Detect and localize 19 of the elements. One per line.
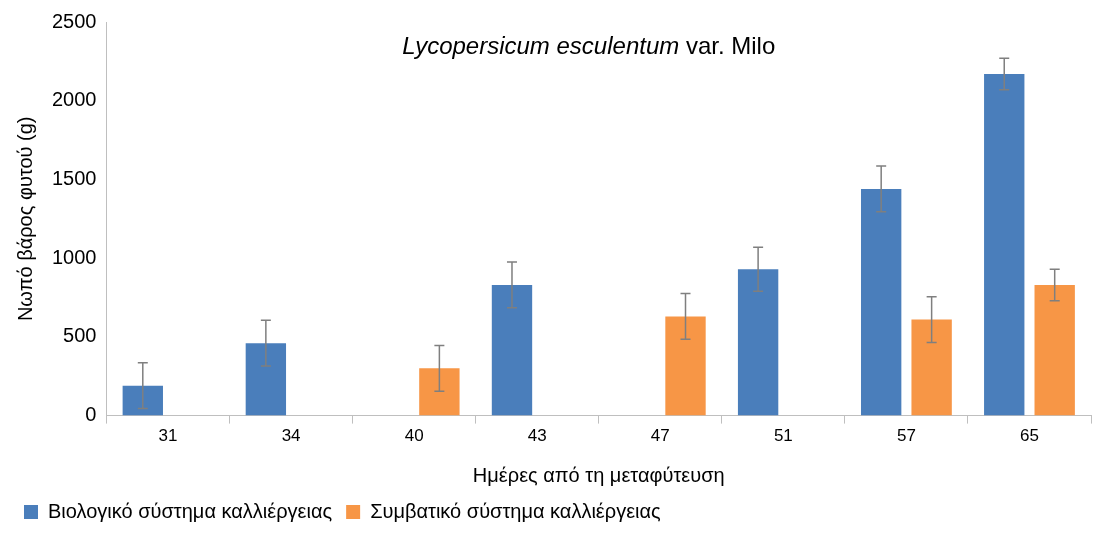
text: Lycopersicum esculentum var. Milo xyxy=(402,31,776,59)
y-tick-label: 2000 xyxy=(51,88,97,111)
y-tick-label: 500 xyxy=(63,324,97,347)
y-tick-label: 0 xyxy=(85,403,97,426)
x-tick-label: 34 xyxy=(281,426,301,446)
x-tick-label: 31 xyxy=(158,426,178,446)
x-tick-label: 43 xyxy=(527,426,547,446)
x-tick-label: 65 xyxy=(1020,426,1039,446)
x-tick-label: 51 xyxy=(773,426,793,446)
legend-label: Συμβατικό σύστημα καλλιέργειας xyxy=(370,499,662,522)
x-axis-title: Ημέρες από τη μεταφύτευση xyxy=(472,463,725,486)
x-tick-label: 40 xyxy=(404,426,424,446)
y-tick-label: 1500 xyxy=(51,166,97,189)
legend-label: Βιολογικό σύστημα καλλιέργειας xyxy=(48,499,333,522)
x-tick-label: 57 xyxy=(896,426,916,446)
y-axis-title: Νωπό βάρος φυτού (g) xyxy=(13,116,36,322)
y-tick-label: 1000 xyxy=(51,245,97,268)
y-tick-label: 2500 xyxy=(51,9,97,32)
x-tick-label: 47 xyxy=(650,426,670,446)
